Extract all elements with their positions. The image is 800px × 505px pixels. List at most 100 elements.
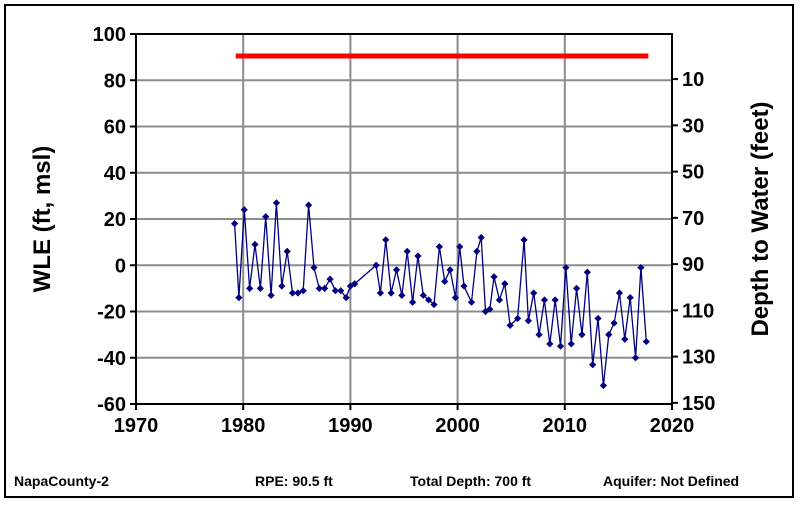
data-point bbox=[562, 263, 570, 272]
data-point bbox=[235, 294, 243, 302]
data-point bbox=[342, 294, 350, 302]
right-tick-label: 70 bbox=[682, 208, 704, 230]
data-point bbox=[637, 263, 645, 272]
right-tick-label: 10 bbox=[682, 69, 704, 91]
data-point bbox=[530, 289, 538, 297]
left-axis-ticks: -60 -40 -20 0 20 40 60 80 100 bbox=[93, 24, 136, 416]
data-point bbox=[398, 291, 406, 299]
left-tick-label: 20 bbox=[104, 209, 126, 231]
data-point bbox=[477, 233, 485, 242]
x-tick-label: 1980 bbox=[221, 415, 266, 437]
x-tick-label: 2020 bbox=[650, 415, 695, 437]
left-tick-label: -20 bbox=[97, 302, 126, 324]
data-point bbox=[578, 331, 586, 339]
left-tick-label: -40 bbox=[97, 348, 126, 370]
data-point bbox=[425, 296, 433, 304]
data-point bbox=[337, 287, 345, 295]
data-point bbox=[486, 305, 494, 313]
data-point bbox=[540, 296, 549, 304]
footer-site-name: NapaCounty-2 bbox=[14, 473, 109, 489]
x-tick-label: 1970 bbox=[114, 415, 159, 437]
data-point bbox=[331, 287, 339, 295]
right-tick-label: 30 bbox=[682, 115, 704, 137]
data-point bbox=[451, 294, 460, 302]
data-point bbox=[403, 247, 411, 255]
data-point bbox=[551, 296, 559, 304]
data-point bbox=[490, 273, 498, 281]
data-point bbox=[382, 236, 390, 244]
data-point bbox=[408, 298, 417, 306]
right-tick-label: 110 bbox=[682, 300, 714, 322]
data-point bbox=[321, 284, 329, 292]
data-point bbox=[495, 296, 504, 304]
data-point bbox=[240, 206, 248, 214]
data-point bbox=[473, 247, 481, 255]
data-point bbox=[615, 289, 624, 297]
data-point bbox=[387, 289, 395, 297]
data-point bbox=[556, 342, 565, 350]
x-tick-label: 2010 bbox=[543, 415, 588, 437]
data-point bbox=[589, 361, 597, 369]
data-point bbox=[435, 243, 443, 251]
data-point bbox=[310, 263, 318, 272]
data-point bbox=[256, 284, 264, 292]
data-point bbox=[376, 289, 385, 297]
data-point bbox=[621, 335, 629, 343]
x-tick-label: 2000 bbox=[435, 415, 480, 437]
series-line bbox=[233, 202, 647, 386]
left-tick-label: 100 bbox=[93, 24, 126, 46]
data-point bbox=[467, 298, 476, 306]
data-point bbox=[262, 213, 270, 221]
footer-rpe: RPE: 90.5 ft bbox=[255, 473, 333, 489]
data-point bbox=[524, 317, 532, 325]
data-point bbox=[535, 331, 543, 339]
water-level-series bbox=[231, 199, 650, 390]
data-point bbox=[583, 268, 591, 276]
data-point bbox=[299, 287, 307, 295]
data-point bbox=[456, 243, 464, 251]
data-point bbox=[430, 300, 438, 309]
data-point bbox=[272, 199, 281, 207]
data-point bbox=[460, 282, 468, 290]
data-point bbox=[231, 220, 239, 228]
x-tick-label: 1990 bbox=[328, 415, 373, 437]
data-point bbox=[446, 266, 454, 274]
data-point bbox=[572, 284, 581, 292]
data-point bbox=[626, 294, 634, 302]
data-point bbox=[631, 354, 640, 362]
data-point bbox=[251, 240, 259, 249]
data-point bbox=[567, 340, 575, 348]
data-point bbox=[288, 289, 297, 297]
data-point bbox=[304, 201, 313, 209]
data-point bbox=[546, 340, 554, 348]
left-tick-label: 80 bbox=[104, 70, 126, 92]
footer-total-depth: Total Depth: 700 ft bbox=[410, 473, 531, 489]
left-tick-label: 0 bbox=[115, 255, 126, 277]
data-point bbox=[351, 280, 359, 288]
data-point bbox=[414, 252, 422, 260]
data-point bbox=[501, 280, 509, 288]
data-point bbox=[642, 337, 650, 346]
left-axis-title: WLE (ft, msl) bbox=[29, 146, 56, 293]
footer-aquifer: Aquifer: Not Defined bbox=[603, 473, 739, 489]
data-point bbox=[246, 284, 254, 292]
data-point bbox=[267, 291, 275, 299]
data-point bbox=[283, 247, 291, 255]
right-tick-label: 150 bbox=[682, 393, 715, 415]
data-point bbox=[520, 236, 528, 244]
data-point bbox=[594, 314, 602, 323]
grid-lines bbox=[136, 34, 672, 404]
data-point bbox=[514, 314, 522, 323]
data-point bbox=[372, 261, 380, 269]
data-point bbox=[610, 319, 618, 327]
right-tick-label: 90 bbox=[682, 254, 704, 276]
right-axis-title: Depth to Water (feet) bbox=[747, 101, 774, 336]
data-point bbox=[392, 266, 401, 274]
data-point bbox=[599, 381, 607, 390]
data-point bbox=[605, 331, 613, 339]
right-tick-label: 130 bbox=[682, 347, 715, 369]
right-tick-label: 50 bbox=[682, 162, 704, 184]
left-tick-label: 40 bbox=[104, 163, 126, 185]
left-tick-label: -60 bbox=[97, 394, 126, 416]
